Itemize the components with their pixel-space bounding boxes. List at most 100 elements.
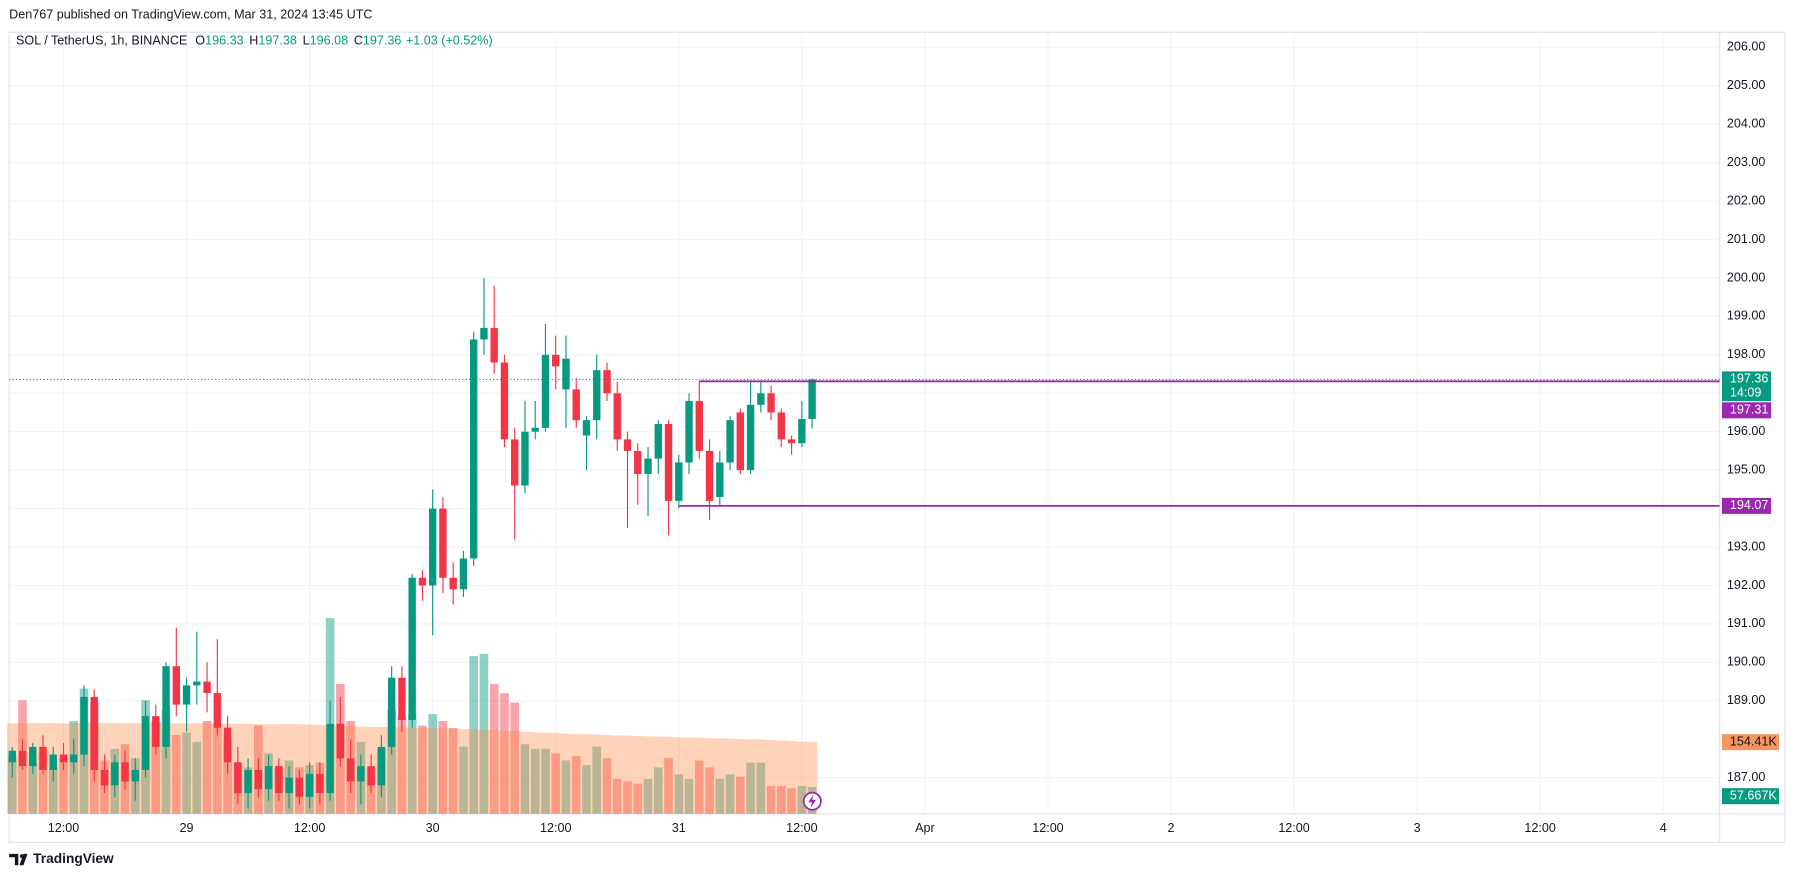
y-tick-label: 196.00 bbox=[1727, 424, 1765, 438]
legend-value: 197.36 bbox=[363, 34, 401, 48]
volume-bar bbox=[213, 723, 222, 814]
candle-body bbox=[357, 766, 365, 782]
volume-bar bbox=[592, 746, 602, 814]
volume-bar bbox=[787, 788, 796, 814]
candle-body bbox=[449, 577, 457, 590]
volume-bar bbox=[182, 732, 191, 814]
y-tick-label: 191.00 bbox=[1727, 616, 1765, 630]
volume-bar bbox=[202, 721, 212, 814]
volume-bar bbox=[643, 778, 653, 814]
x-tick-label: 12:00 bbox=[786, 821, 817, 835]
legend-value: 196.33 bbox=[205, 34, 243, 48]
header: Den767 published on TradingView.com, Mar… bbox=[9, 7, 372, 21]
last-price-box bbox=[1721, 371, 1772, 402]
candle-body bbox=[664, 424, 673, 501]
candle-body bbox=[121, 762, 129, 782]
candle-body bbox=[562, 358, 570, 390]
candle-body bbox=[193, 681, 201, 686]
candle-body bbox=[316, 773, 324, 794]
volume-bar bbox=[387, 709, 396, 814]
candle-body bbox=[70, 754, 78, 763]
volume-bar bbox=[38, 753, 48, 814]
candle-body bbox=[59, 754, 68, 763]
y-tick-label: 189.00 bbox=[1727, 693, 1765, 707]
volume-bar bbox=[602, 758, 612, 814]
candle-body bbox=[757, 393, 765, 405]
x-tick-label: 29 bbox=[180, 821, 194, 835]
x-tick-label: 4 bbox=[1660, 821, 1667, 835]
candle-body bbox=[100, 769, 109, 786]
candle-body bbox=[726, 420, 734, 463]
candle-body bbox=[654, 424, 662, 459]
candle-body bbox=[634, 450, 642, 474]
volume-bar bbox=[766, 785, 776, 814]
candle-body bbox=[398, 677, 406, 720]
volume-bar bbox=[479, 653, 489, 814]
plot: 12:00 29 12:00 30 12:00 31 12:00 Apr 12:00 2 12:00… bbox=[7, 32, 1780, 835]
x-tick-label: 12:00 bbox=[540, 821, 571, 835]
volume-label: 57.667K bbox=[1730, 789, 1777, 803]
volume-bar bbox=[664, 758, 673, 814]
legend-key: O bbox=[195, 34, 205, 48]
candle-body bbox=[111, 762, 119, 786]
y-tick-label: 203.00 bbox=[1727, 155, 1765, 169]
volume-bar bbox=[623, 781, 632, 814]
candle-body bbox=[716, 462, 724, 498]
candle-body bbox=[29, 746, 37, 767]
x-tick-label: 12:00 bbox=[1032, 821, 1063, 835]
candle-body bbox=[244, 769, 252, 794]
candle-body bbox=[511, 439, 519, 486]
candle-body bbox=[459, 558, 468, 590]
candle-body bbox=[39, 746, 47, 770]
candle-body bbox=[90, 696, 98, 770]
volume-bar bbox=[530, 748, 540, 814]
x-tick-label: 2 bbox=[1168, 821, 1175, 835]
candle-body bbox=[213, 693, 222, 728]
logo bbox=[9, 853, 28, 866]
candle-body bbox=[439, 508, 447, 578]
candle-body bbox=[480, 327, 488, 340]
volume-bar bbox=[705, 767, 714, 814]
candle-body bbox=[541, 354, 550, 428]
volume-label-box bbox=[1721, 788, 1780, 805]
candle-body bbox=[746, 404, 755, 471]
volume-bar bbox=[428, 714, 437, 814]
volume-bar bbox=[736, 776, 745, 814]
volume-bar bbox=[418, 725, 427, 814]
footer-brand: TradingView bbox=[33, 851, 114, 866]
y-tick-label: 205.00 bbox=[1727, 78, 1765, 92]
candle-body bbox=[162, 666, 170, 747]
volume-bar bbox=[756, 762, 766, 814]
y-tick-label: 192.00 bbox=[1727, 578, 1765, 592]
candle-body bbox=[203, 681, 211, 694]
candle-body bbox=[644, 458, 652, 474]
volume-bar bbox=[59, 758, 68, 814]
volume-bar bbox=[612, 778, 622, 814]
candle-body bbox=[705, 450, 714, 501]
candle-body bbox=[295, 777, 304, 797]
candle-body bbox=[675, 462, 683, 501]
candle-body bbox=[305, 773, 314, 797]
candle-body bbox=[623, 439, 632, 451]
volume-bar bbox=[28, 762, 38, 814]
volume-bar bbox=[171, 734, 181, 814]
y-tick-label: 190.00 bbox=[1727, 655, 1765, 669]
x-tick-label: 3 bbox=[1414, 821, 1421, 835]
volume-bar bbox=[633, 783, 643, 814]
candle-body bbox=[582, 420, 591, 436]
volume-bar bbox=[469, 656, 478, 814]
candle-body bbox=[531, 427, 539, 432]
candle-body bbox=[275, 766, 283, 794]
countdown-label: 14:09 bbox=[1730, 385, 1761, 399]
y-tick-label: 206.00 bbox=[1727, 40, 1765, 54]
x-tick-label: 12:00 bbox=[48, 821, 79, 835]
candle-body bbox=[767, 393, 775, 413]
volume-bar bbox=[520, 744, 530, 814]
candle-body bbox=[552, 354, 560, 367]
x-tick-label: Apr bbox=[915, 821, 935, 835]
candle-body bbox=[428, 508, 437, 586]
y-tick-label: 204.00 bbox=[1727, 117, 1765, 131]
legend-value: 196.08 bbox=[310, 34, 348, 48]
volume-bar bbox=[694, 760, 704, 814]
